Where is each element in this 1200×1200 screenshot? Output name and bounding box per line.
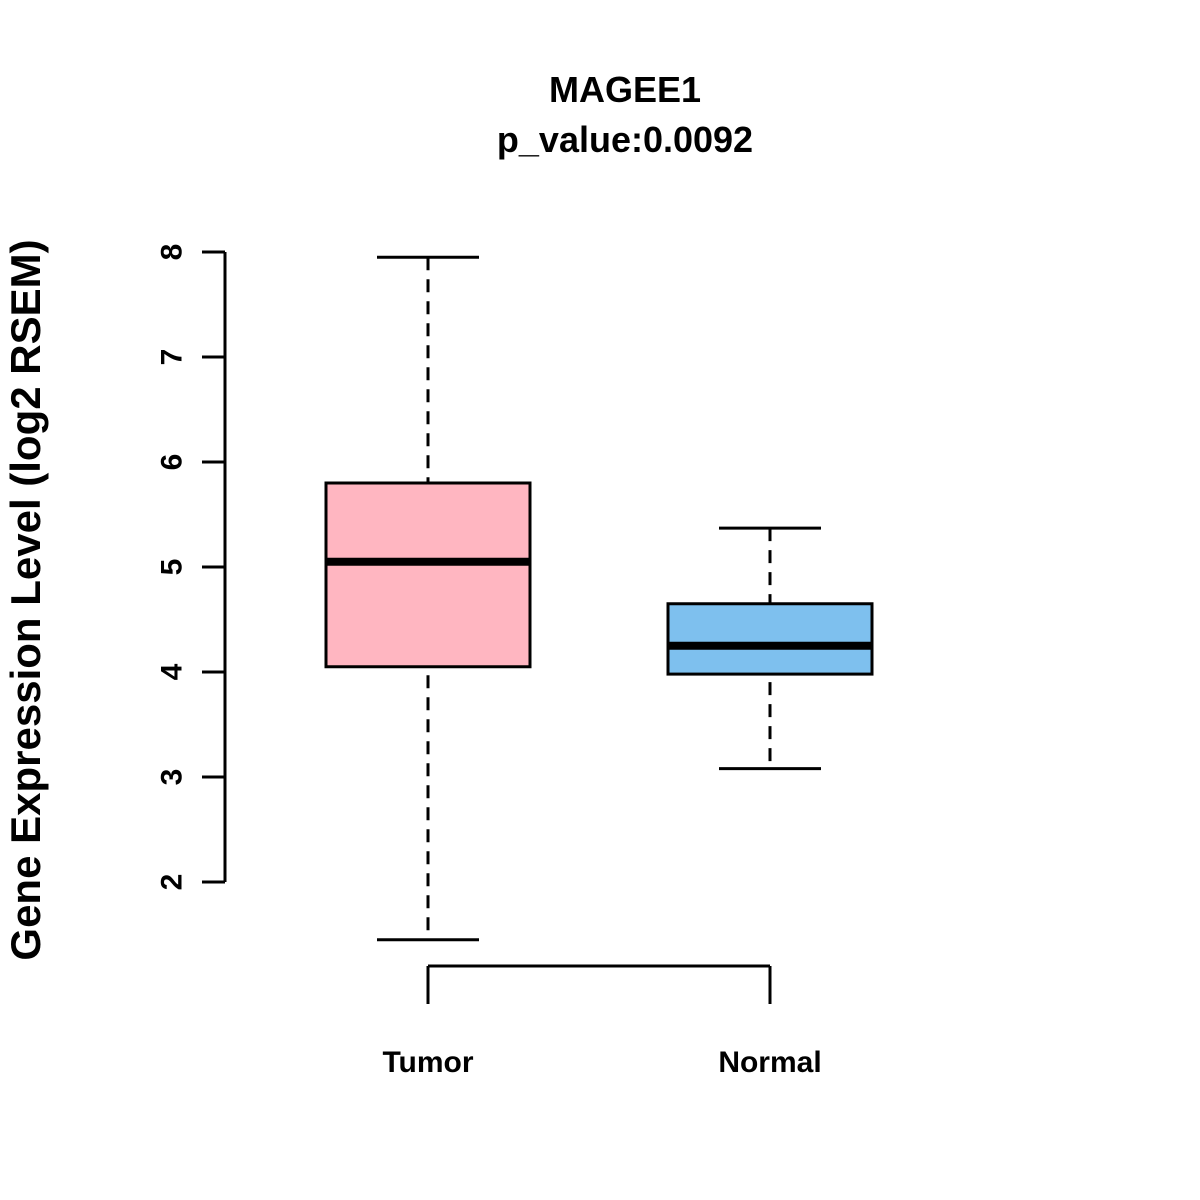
- box-tumor: [324, 481, 532, 669]
- y-tick-label: 2: [156, 874, 189, 891]
- y-axis-label: Gene Expression Level (log2 RSEM): [2, 239, 49, 960]
- y-tick-label: 8: [156, 244, 189, 261]
- y-tick-label: 5: [156, 559, 189, 576]
- chart-title: MAGEE1: [549, 69, 701, 110]
- y-tick-label: 3: [156, 769, 189, 786]
- y-tick-label: 7: [156, 349, 189, 366]
- box-normal: [666, 602, 874, 676]
- chart-drawing: 2 3 4 5 6 7 8 Tumor Normal: [156, 244, 874, 1079]
- y-tick-label: 4: [156, 663, 189, 680]
- y-tick-label: 6: [156, 454, 189, 471]
- category-label: Tumor: [382, 1046, 473, 1079]
- chart-subtitle: p_value:0.0092: [497, 119, 753, 160]
- category-label: Normal: [718, 1046, 821, 1079]
